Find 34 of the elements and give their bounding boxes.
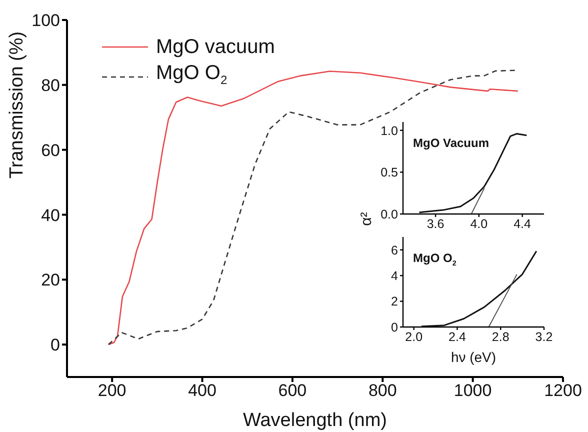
y-tick-label: 6 (391, 243, 398, 258)
y-tick-label: 100 (32, 11, 60, 30)
x-tick-label: 3.6 (426, 216, 444, 231)
x-tick-label: 2.8 (492, 330, 510, 344)
x-tick-label: 1000 (454, 381, 492, 400)
x-axis-title: Wavelength (nm) (243, 410, 387, 431)
y-tick-label: 0.0 (380, 207, 398, 222)
y-tick-label: 0 (50, 336, 60, 355)
y-tick-label: 20 (41, 270, 60, 290)
x-tick-label: 400 (188, 381, 216, 400)
x-tick-label: 1200 (544, 381, 582, 400)
y-tick-label: 4 (391, 269, 398, 284)
y-axis-title: α² (358, 212, 375, 226)
y-tick-label: 2 (391, 294, 398, 309)
x-tick-label: 4.0 (470, 216, 488, 231)
y-tick-label: 0.5 (380, 166, 398, 180)
x-tick-label: 2.0 (405, 330, 423, 344)
y-tick-label: 40 (41, 206, 60, 225)
annotation: MgO Vacuum (413, 136, 490, 150)
y-axis-title: Transmission (%) (6, 31, 28, 178)
y-tick-label: 0 (391, 320, 398, 334)
x-tick-label: 3.2 (535, 330, 553, 344)
y-tick-label: 60 (41, 140, 60, 160)
y-tick-label: 80 (41, 76, 60, 95)
x-tick-label: 4.4 (514, 216, 532, 231)
y-tick-label: 1.0 (380, 124, 398, 138)
annotation: MgO O$_{2}$ (413, 251, 456, 268)
x-tick-label: 600 (278, 381, 307, 400)
x-axis-title: hν (eV) (450, 349, 496, 365)
x-tick-label: 2.4 (448, 330, 466, 344)
x-tick-label: 800 (368, 381, 397, 400)
legend-label: MgO O$_{2}$ (156, 62, 228, 87)
x-tick-label: 200 (98, 381, 126, 400)
legend-label: MgO vacuum (156, 36, 275, 58)
